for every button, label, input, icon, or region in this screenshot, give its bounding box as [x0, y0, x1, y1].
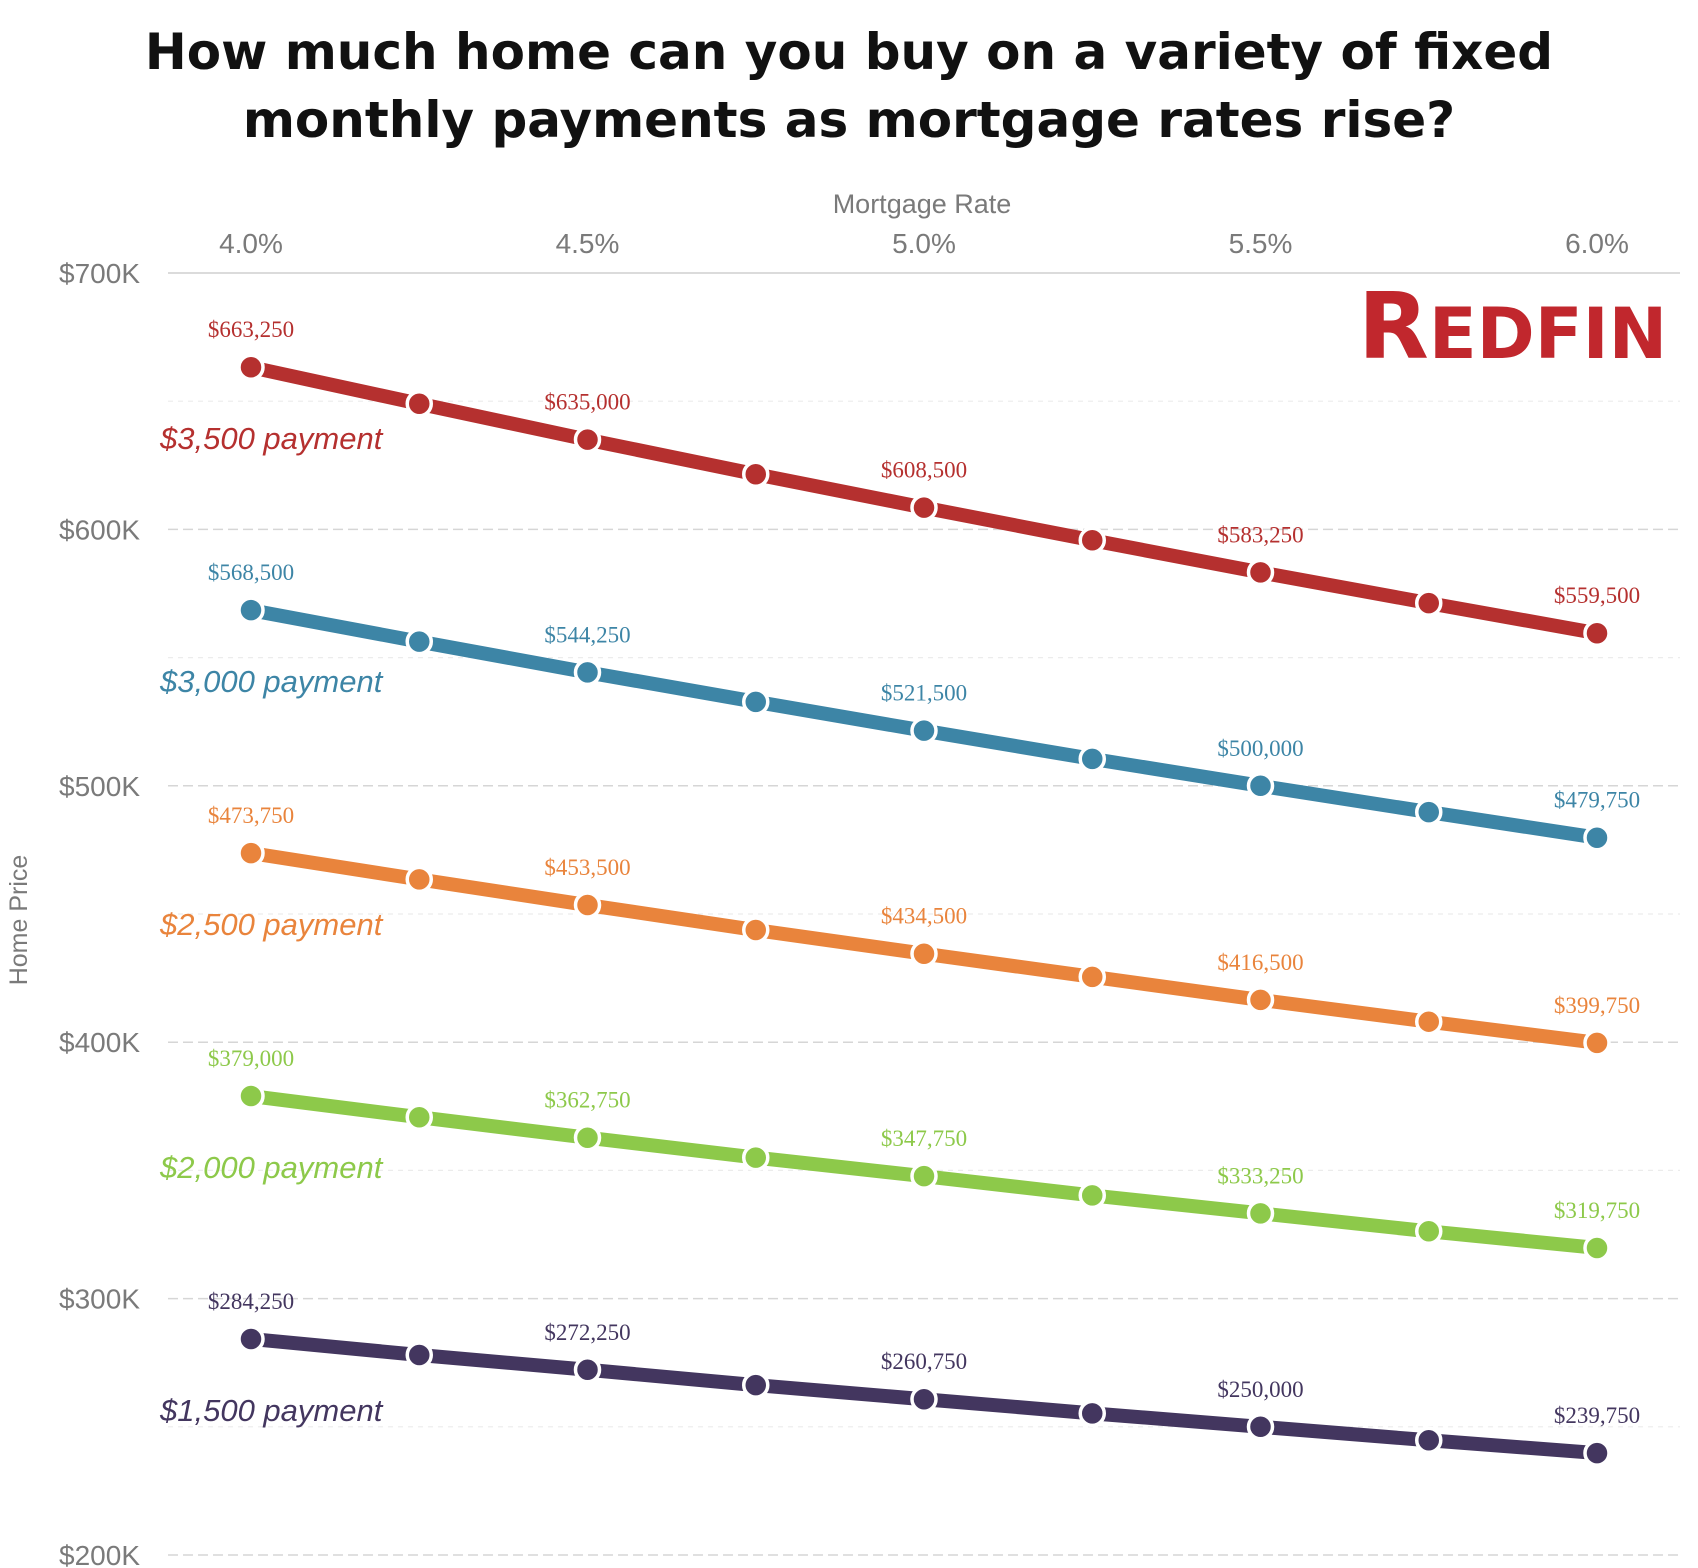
- x-tick-label: 4.0%: [219, 228, 283, 259]
- data-label: $239,750: [1554, 1403, 1640, 1428]
- data-label: $272,250: [544, 1320, 630, 1345]
- data-point: [1078, 1181, 1106, 1210]
- x-axis-title: Mortgage Rate: [833, 189, 1012, 219]
- y-tick-label: $500K: [59, 771, 140, 802]
- data-point: [405, 627, 433, 656]
- data-point: [1583, 1439, 1611, 1467]
- data-label: $521,500: [881, 681, 967, 706]
- label-layer: $663,250 $635,000 $608,500 $583,250 $559,500…: [159, 317, 1640, 1428]
- redfin-logo-rest: EDFIN: [1429, 293, 1667, 375]
- data-point: [1415, 1007, 1443, 1036]
- data-point: [237, 839, 265, 867]
- data-point: [1583, 619, 1611, 647]
- x-tick-label: 5.0%: [892, 228, 956, 259]
- chart-title-line-2: monthly payments as mortgage rates rise?: [242, 91, 1456, 149]
- data-point: [910, 716, 938, 745]
- data-point: [742, 1371, 770, 1399]
- data-point: [1078, 526, 1106, 555]
- data-point: [1078, 1399, 1106, 1428]
- y-tick-label: $400K: [59, 1027, 140, 1058]
- data-point: [237, 1082, 265, 1110]
- data-point: [573, 1356, 602, 1384]
- data-point: [1415, 1426, 1443, 1455]
- data-label: $347,750: [881, 1126, 967, 1151]
- data-label: $473,750: [208, 803, 294, 828]
- data-point: [1583, 823, 1611, 852]
- data-point: [237, 353, 265, 381]
- redfin-logo-text: REDFIN: [1358, 273, 1667, 380]
- data-point: [1583, 1234, 1611, 1262]
- y-tick-label: $700K: [59, 258, 140, 289]
- data-point: [405, 1103, 433, 1131]
- y-tick-label: $300K: [59, 1284, 140, 1315]
- series-label: $1,500 payment: [159, 1393, 384, 1428]
- data-point: [573, 891, 602, 919]
- data-label: $362,750: [544, 1088, 630, 1113]
- series-label: $3,000 payment: [159, 664, 384, 699]
- data-label: $568,500: [208, 560, 294, 585]
- chart-title: How much home can you buy on a variety o…: [0, 18, 1698, 154]
- series-label: $3,500 payment: [159, 421, 384, 456]
- data-label: $635,000: [544, 390, 630, 415]
- data-point: [910, 939, 938, 968]
- data-label: $260,750: [881, 1349, 967, 1374]
- redfin-logo: REDFIN: [1358, 273, 1667, 380]
- data-point: [1246, 558, 1275, 587]
- data-point: [573, 1123, 602, 1152]
- data-label: $479,750: [1554, 788, 1640, 813]
- y-tick-label: $600K: [59, 514, 140, 545]
- data-label: $333,250: [1217, 1163, 1303, 1188]
- series-label: $2,500 payment: [159, 907, 384, 942]
- data-label: $608,500: [881, 458, 967, 483]
- data-point: [405, 390, 433, 418]
- data-point: [1246, 1413, 1275, 1441]
- data-point: [742, 916, 770, 944]
- data-label: $379,000: [208, 1046, 294, 1071]
- chart-title-line-1: How much home can you buy on a variety o…: [144, 23, 1554, 81]
- data-point: [1246, 986, 1275, 1014]
- data-point: [1415, 589, 1443, 617]
- data-point: [1415, 1217, 1443, 1246]
- redfin-logo-initial: R: [1358, 273, 1429, 380]
- x-tick-label: 5.5%: [1229, 228, 1293, 259]
- data-label: $559,500: [1554, 583, 1640, 608]
- data-label: $434,500: [881, 904, 967, 929]
- data-point: [1246, 1199, 1275, 1228]
- data-point: [1583, 1029, 1611, 1057]
- data-point: [573, 658, 602, 687]
- x-tick-label: 6.0%: [1565, 228, 1629, 259]
- data-point: [1246, 772, 1275, 800]
- data-point: [1078, 745, 1106, 773]
- data-label: $663,250: [208, 317, 294, 342]
- y-tick-label: $200K: [59, 1540, 140, 1568]
- data-point: [910, 493, 938, 522]
- data-point: [910, 1385, 938, 1413]
- data-label: $284,250: [208, 1289, 294, 1314]
- data-point: [405, 865, 433, 894]
- data-point: [573, 425, 602, 454]
- axis-layer: Mortgage Rate Home Price $200K $300K $400K…: [5, 189, 1629, 1568]
- x-tick-label: 4.5%: [556, 228, 620, 259]
- data-label: $319,750: [1554, 1198, 1640, 1223]
- data-label: $399,750: [1554, 993, 1640, 1018]
- data-label: $250,000: [1217, 1377, 1303, 1402]
- data-label: $583,250: [1217, 522, 1303, 547]
- y-axis-title: Home Price: [5, 855, 33, 986]
- data-label: $453,500: [544, 855, 630, 880]
- data-label: $500,000: [1217, 736, 1303, 761]
- data-point: [237, 596, 265, 624]
- data-point: [742, 1143, 770, 1172]
- data-point: [237, 1325, 265, 1353]
- data-point: [910, 1162, 938, 1190]
- data-label: $544,250: [544, 622, 630, 647]
- series-label: $2,000 payment: [159, 1150, 384, 1185]
- data-label: $416,500: [1217, 950, 1303, 975]
- series-layer: [237, 353, 1611, 1467]
- data-point: [742, 688, 770, 716]
- data-point: [405, 1341, 433, 1369]
- data-point: [1415, 798, 1443, 826]
- data-point: [1078, 963, 1106, 991]
- data-point: [742, 460, 770, 489]
